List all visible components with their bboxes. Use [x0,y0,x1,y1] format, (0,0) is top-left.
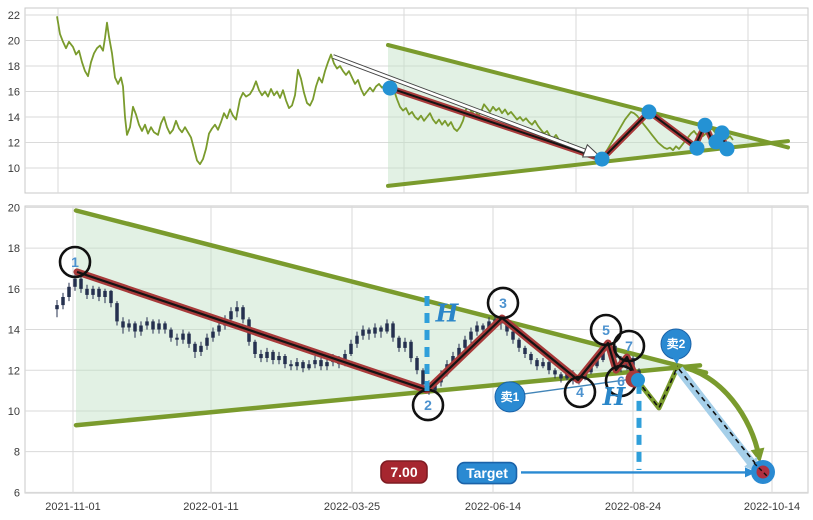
wedge-fill [76,210,682,426]
target-label-box[interactable]: Target [456,461,518,485]
target-price-box[interactable]: 7.00 [380,460,428,484]
x-axis-tick: 2022-01-11 [183,501,238,513]
breakdown-dot[interactable] [631,373,645,387]
svg-text:4: 4 [576,384,584,400]
x-axis-tick: 2022-06-14 [465,501,521,513]
y-axis-tick: 10 [8,163,20,175]
projection-band-dash [678,368,762,471]
y-axis-tick: 8 [14,447,20,459]
plot-area [24,7,809,194]
y-axis-tick: 16 [8,284,20,296]
sell2-badge[interactable]: 卖2 [660,328,692,364]
sell2-pointer [672,357,680,364]
wedge-lower-trendline [73,363,703,428]
pivot-dot[interactable] [594,151,610,167]
projection-zigzag-dash [636,365,679,410]
height-label: H [435,298,460,327]
y-axis-tick: 14 [8,112,20,124]
y-axis-tick: 20 [8,202,20,214]
pivot-dot[interactable] [689,140,705,156]
wave-circle-7[interactable]: 7 [612,329,646,363]
wave-circle-5[interactable]: 5 [589,313,623,347]
svg-text:Target: Target [466,465,508,481]
x-axis-tick: 2022-03-25 [324,501,380,513]
svg-text:2: 2 [424,397,432,413]
svg-text:卖2: 卖2 [667,336,686,351]
svg-text:3: 3 [499,295,507,311]
pivot-dot[interactable] [641,104,657,120]
y-axis-tick: 12 [8,138,20,150]
sell1-badge[interactable]: 卖1 [494,381,526,413]
y-axis-tick: 16 [8,87,20,99]
wedge-upper-trendline [73,208,709,375]
y-axis-tick: 18 [8,243,20,255]
top-chart-panel: 10 12 14 16 18 20 22 [8,7,809,194]
svg-text:卖1: 卖1 [501,389,520,404]
target-marker[interactable] [751,460,775,484]
y-axis-tick: 14 [8,325,20,337]
x-axis-tick: 2022-10-14 [744,501,800,513]
y-axis-tick: 12 [8,365,20,377]
wave-circle-3[interactable]: 3 [486,286,520,320]
pivot-dot[interactable] [382,80,398,96]
y-axis-tick: 18 [8,61,20,73]
wave-zigzag-core [76,270,639,392]
svg-text:1: 1 [71,254,79,270]
y-axis-tick: 10 [8,406,20,418]
pivot-dot[interactable] [714,125,730,141]
x-axis-tick: 2021-11-01 [45,501,100,513]
height-label: H [602,382,627,411]
pivot-dot[interactable] [697,117,713,133]
y-axis-tick: 20 [8,36,20,48]
wedge-fill [388,45,771,186]
svg-text:5: 5 [602,322,610,338]
sell1-pointer-line [523,378,633,395]
svg-text:7.00: 7.00 [390,464,417,480]
projection-arc [677,363,762,458]
x-axis-tick: 2022-08-24 [605,501,661,513]
wave-circle-1[interactable]: 1 [58,245,92,279]
pivot-dot[interactable] [719,141,735,157]
wave-circle-4[interactable]: 4 [563,375,597,409]
y-axis-tick: 22 [8,10,20,22]
y-axis-tick: 6 [14,487,20,499]
svg-text:7: 7 [625,338,633,354]
svg-text:6: 6 [617,373,625,389]
breakdown-arrow [332,54,602,158]
